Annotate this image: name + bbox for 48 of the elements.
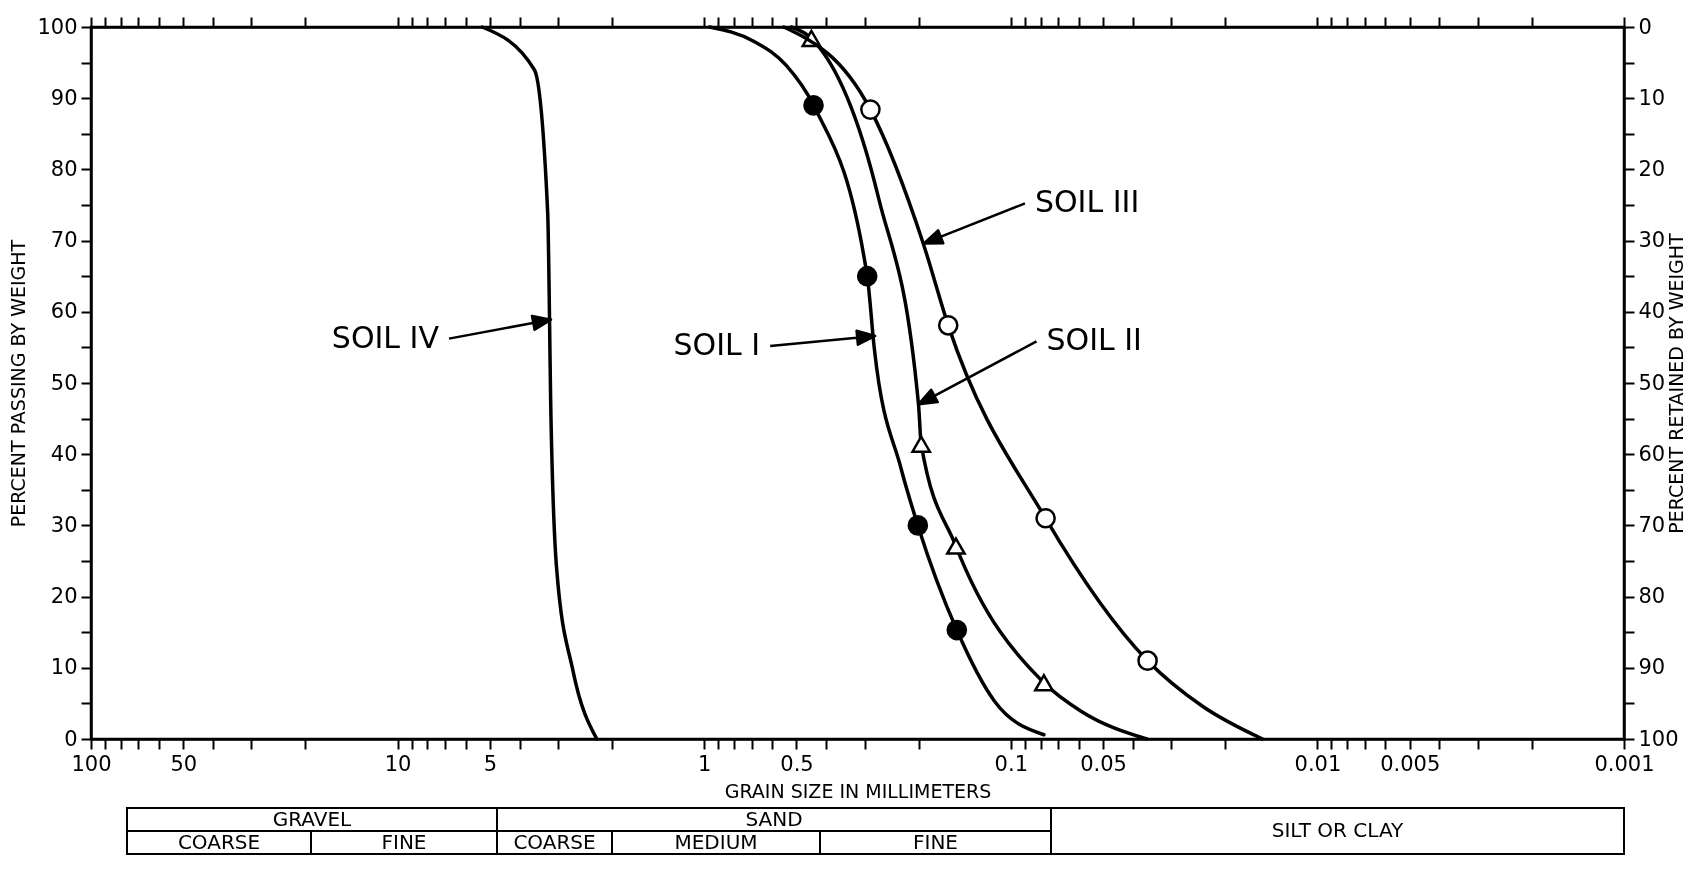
x-tick-label: 0.1 [994,751,1028,776]
y-tick-label: 80 [50,156,78,181]
x-tick-label: 0.001 [1594,751,1655,776]
y2-tick-label: 60 [1638,441,1666,466]
text: FINE [913,829,958,854]
text: SILT OR CLAY [1271,818,1405,842]
y-tick-label: 50 [50,370,78,395]
y-tick-label: 30 [50,512,78,537]
x-tick-label: 0.05 [1080,751,1127,776]
text: SAND [745,806,803,831]
annotation: SOIL II [1046,322,1142,358]
y-tick-label: 60 [50,299,78,324]
text: MEDIUM [674,829,758,854]
x-tick-label: 0.005 [1380,751,1441,776]
x-tick-label: 50 [170,751,198,776]
y2-tick-label: 90 [1638,655,1666,680]
y-tick-label: 40 [50,441,78,466]
y-tick-label: 100 [37,14,78,39]
x-tick-label: 100 [71,751,112,776]
y2-tick-label: 80 [1638,584,1666,609]
text: COARSE [513,829,596,854]
x-axis-title: GRAIN SIZE IN MILLIMETERS [724,779,992,802]
annotation: SOIL IV [331,319,440,355]
y-tick-label: 0 [64,726,78,751]
y-axis-title: PERCENT PASSING BY WEIGHT [7,239,30,528]
y2-tick-label: 40 [1638,299,1666,324]
y2-tick-label: 0 [1638,14,1652,39]
text: COARSE [177,829,261,854]
y2-tick-label: 20 [1638,156,1666,181]
x-tick-label: 0.01 [1294,751,1342,776]
x-tick-label: 10 [384,751,412,776]
y-tick-label: 90 [50,85,78,110]
y2-tick-label: 100 [1638,726,1679,751]
y-tick-label: 10 [50,655,78,680]
x-tick-label: 1 [698,751,712,776]
y2-axis-title: PERCENT RETAINED BY WEIGHT [1664,232,1687,534]
y2-tick-label: 10 [1638,85,1666,110]
x-tick-label: 5 [483,751,498,776]
y2-tick-label: 70 [1638,512,1666,537]
y2-tick-label: 50 [1638,370,1666,395]
text: FINE [381,829,427,854]
x-tick-label: 0.5 [780,751,814,776]
y-tick-label: 70 [50,228,78,253]
text: GRAVEL [272,806,353,831]
annotation: SOIL I [673,327,761,363]
y-tick-label: 20 [50,584,78,609]
annotation: SOIL III [1034,184,1140,220]
y2-tick-label: 30 [1638,228,1666,253]
